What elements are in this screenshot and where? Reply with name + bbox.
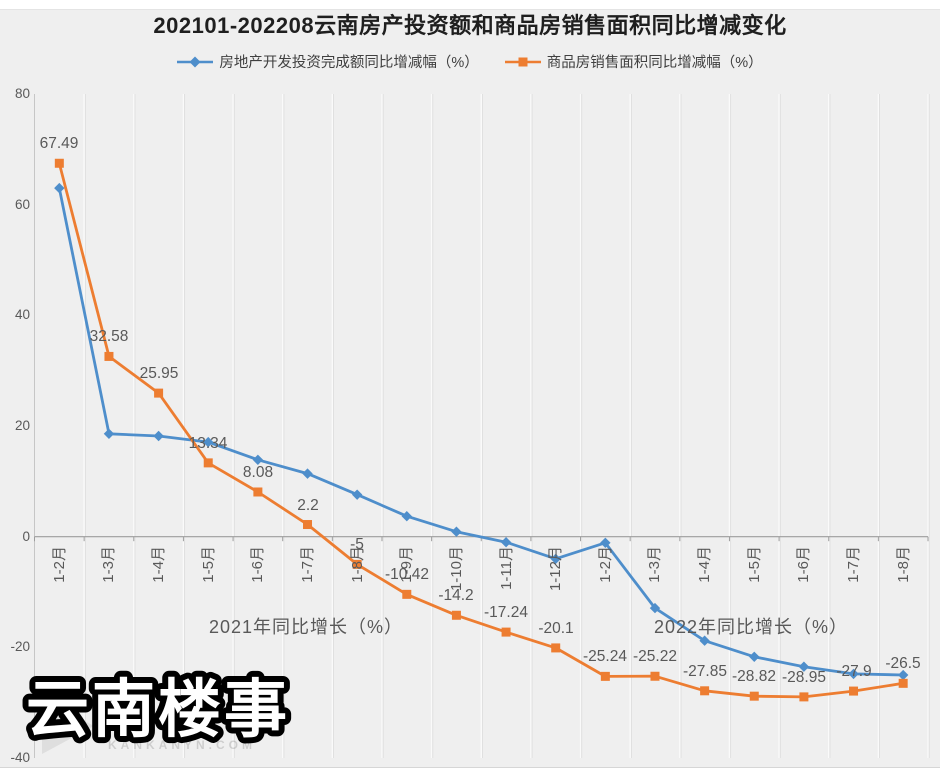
chart-title: 202101-202208云南房产投资额和商品房销售面积同比增减变化 bbox=[153, 13, 787, 38]
marker-diamond-icon bbox=[749, 651, 760, 662]
marker-square-icon bbox=[303, 520, 313, 530]
x-axis-category-label: 1-12月 bbox=[547, 546, 564, 592]
marker-diamond-icon bbox=[798, 661, 810, 672]
marker-square-icon bbox=[700, 686, 710, 696]
x-axis-category-label: 1-2月 bbox=[51, 546, 68, 583]
data-label: -27.9 bbox=[836, 663, 872, 680]
marker-diamond-icon bbox=[54, 182, 65, 194]
x-axis-category-label: 1-8月 bbox=[895, 546, 912, 583]
data-label: 13.34 bbox=[188, 435, 228, 452]
marker-diamond-icon bbox=[351, 489, 363, 500]
y-axis-tick-label: -40 bbox=[10, 750, 30, 765]
marker-diamond-icon bbox=[153, 430, 164, 442]
data-label: -25.24 bbox=[583, 648, 627, 665]
x-axis-category-label: 1-10月 bbox=[448, 546, 465, 592]
x-axis-category-label: 1-3月 bbox=[100, 546, 117, 583]
data-label: 25.95 bbox=[139, 365, 179, 382]
x-axis-category-label: 1-4月 bbox=[150, 546, 167, 583]
marker-square-icon bbox=[352, 559, 362, 569]
marker-square-icon bbox=[54, 158, 64, 168]
series-line-investment bbox=[57, 186, 905, 677]
watermark-text: 云南楼事 bbox=[26, 675, 290, 745]
legend-marker-sales-icon bbox=[504, 57, 541, 66]
marker-square-icon bbox=[154, 388, 164, 398]
marker-square-icon bbox=[898, 678, 908, 688]
legend: 房地产开发投资完成额同比增减幅（%） 商品房销售面积同比增减幅（%） bbox=[0, 51, 940, 72]
legend-item-sales: 商品房销售面积同比增减幅（%） bbox=[504, 51, 763, 72]
legend-label-investment: 房地产开发投资完成额同比增减幅（%） bbox=[219, 55, 479, 71]
data-label: -27.85 bbox=[683, 663, 727, 680]
legend-item-investment: 房地产开发投资完成额同比增减幅（%） bbox=[177, 51, 479, 72]
marker-square-icon bbox=[551, 643, 561, 653]
data-label: -10.42 bbox=[385, 566, 429, 583]
watermark-url: KANKANYN.COM bbox=[108, 738, 256, 752]
marker-diamond-icon bbox=[550, 553, 561, 565]
x-axis-category-label: 1-7月 bbox=[845, 546, 862, 583]
marker-diamond-icon bbox=[103, 428, 115, 439]
data-label: -17.24 bbox=[484, 604, 528, 621]
data-label: -5 bbox=[350, 536, 364, 553]
data-label: 67.49 bbox=[39, 135, 79, 152]
marker-square-icon bbox=[402, 589, 412, 599]
marker-square-icon bbox=[650, 671, 660, 681]
data-label: 32.58 bbox=[89, 328, 129, 345]
legend-label-sales: 商品房销售面积同比增减幅（%） bbox=[546, 55, 763, 71]
data-label: -20.1 bbox=[538, 620, 574, 637]
marker-diamond-icon bbox=[252, 454, 264, 465]
y-axis-tick-label: 80 bbox=[14, 86, 30, 101]
data-label: -25.22 bbox=[633, 648, 677, 665]
marker-square-icon bbox=[253, 487, 263, 497]
marker-square-icon bbox=[451, 610, 461, 620]
y-axis-tick-label: 20 bbox=[14, 418, 30, 433]
data-label: -28.95 bbox=[782, 669, 826, 686]
marker-square-icon bbox=[849, 686, 859, 696]
marker-diamond-icon bbox=[848, 668, 859, 680]
marker-square-icon bbox=[799, 692, 809, 702]
series-line-sales bbox=[57, 161, 905, 699]
marker-square-icon bbox=[600, 671, 610, 681]
watermark-triangle-icon bbox=[42, 698, 94, 754]
marker-diamond-icon bbox=[897, 669, 909, 681]
data-label: 8.08 bbox=[242, 464, 274, 481]
marker-diamond-icon bbox=[500, 537, 512, 548]
y-axis-tick-label: 0 bbox=[22, 529, 30, 544]
marker-diamond-icon bbox=[699, 635, 710, 646]
data-label: 2.2 bbox=[297, 497, 319, 514]
marker-square-icon bbox=[501, 627, 511, 637]
marker-square-icon bbox=[749, 691, 759, 701]
marker-square-icon bbox=[203, 458, 213, 468]
legend-marker-investment-icon bbox=[177, 56, 214, 67]
marker-diamond-icon bbox=[451, 526, 462, 537]
annotation-2022: 2022年同比增长（%） bbox=[653, 617, 849, 637]
annotation-2021: 2021年同比增长（%） bbox=[208, 617, 404, 637]
y-axis-tick-label: 40 bbox=[14, 307, 30, 322]
marker-diamond-icon bbox=[600, 537, 611, 548]
y-axis-tick-label: -20 bbox=[10, 639, 30, 654]
marker-square-icon bbox=[104, 351, 114, 361]
plot-panel bbox=[0, 9, 940, 768]
marker-diamond-icon bbox=[649, 602, 661, 614]
marker-diamond-icon bbox=[203, 436, 214, 448]
x-axis-category-label: 1-2月 bbox=[597, 546, 614, 583]
marker-diamond-icon bbox=[302, 468, 313, 479]
marker-diamond-icon bbox=[401, 511, 412, 522]
data-label: -28.82 bbox=[732, 668, 776, 685]
y-axis-tick-label: 60 bbox=[14, 197, 30, 212]
data-label: -26.5 bbox=[885, 655, 921, 672]
data-label: -14.2 bbox=[438, 587, 474, 604]
